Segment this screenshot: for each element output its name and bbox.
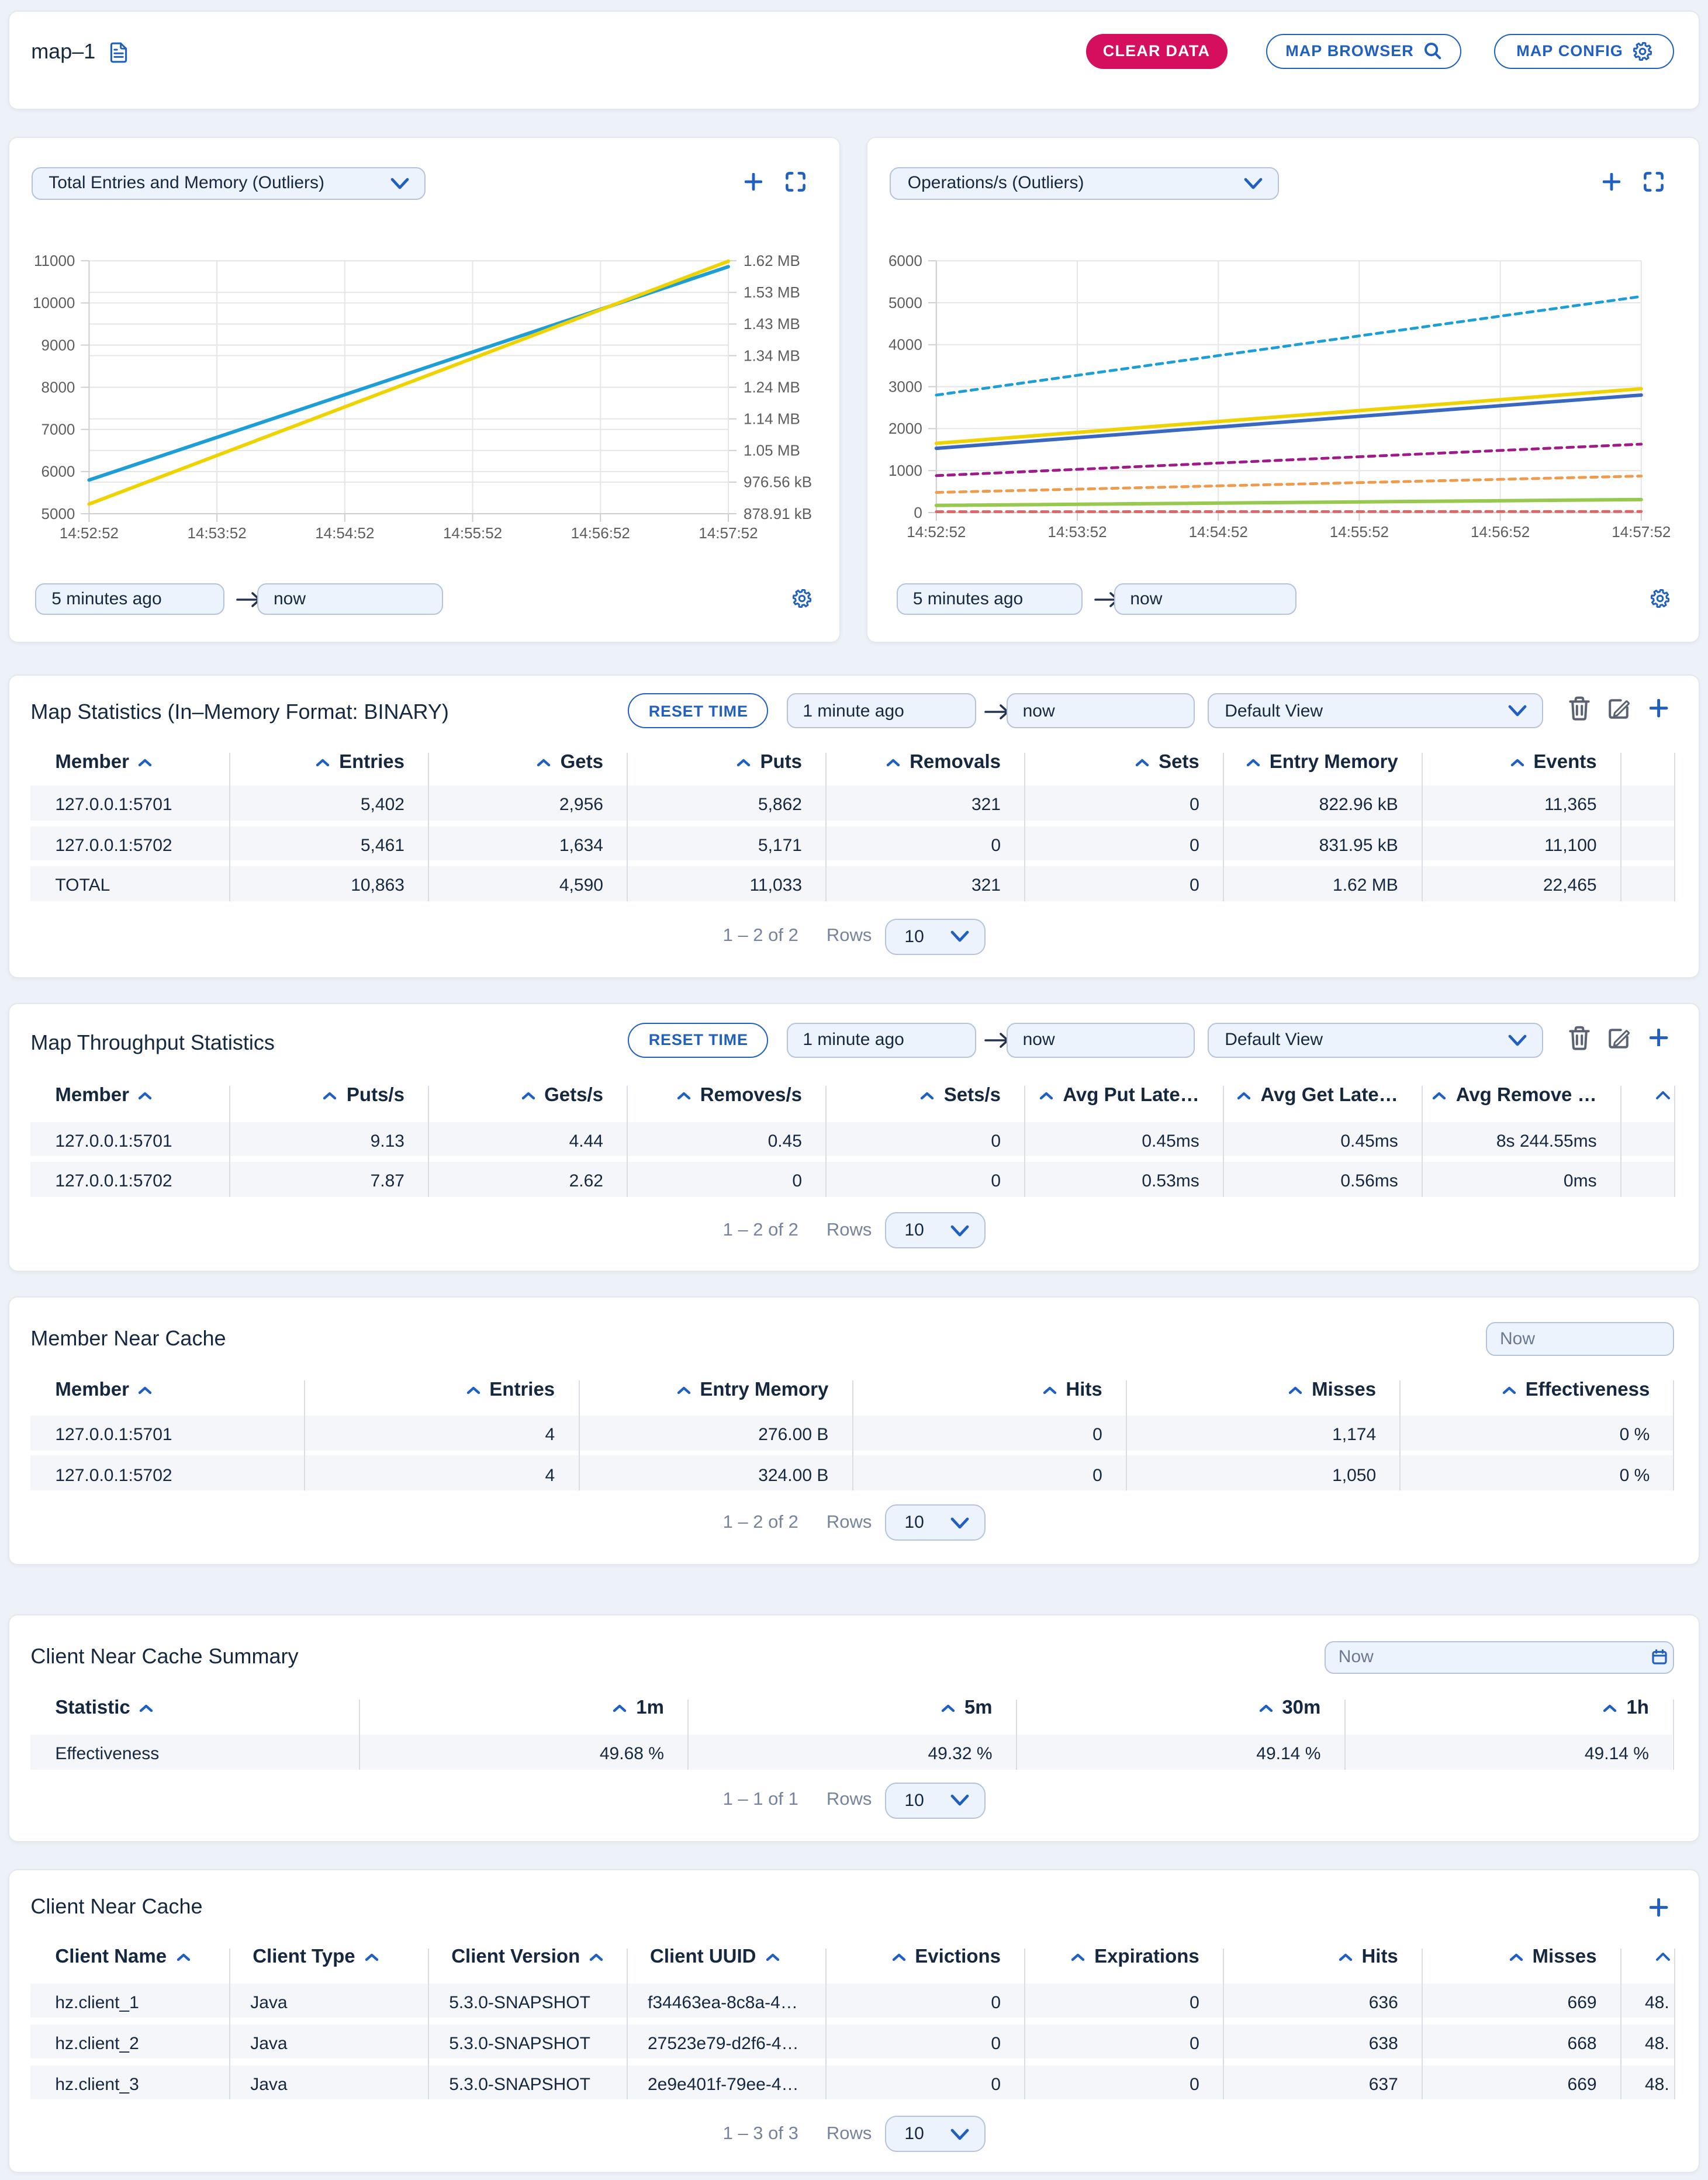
svg-text:14:53:52: 14:53:52	[188, 524, 247, 542]
svg-text:14:56:52: 14:56:52	[571, 524, 630, 542]
svg-text:4000: 4000	[888, 335, 922, 353]
svg-text:14:54:52: 14:54:52	[315, 524, 374, 542]
svg-text:14:57:52: 14:57:52	[1612, 523, 1671, 541]
svg-text:11000: 11000	[34, 252, 75, 269]
svg-text:1.62 MB: 1.62 MB	[744, 252, 800, 269]
svg-text:1.24 MB: 1.24 MB	[744, 378, 800, 396]
svg-text:1000: 1000	[888, 462, 922, 479]
svg-text:8000: 8000	[42, 378, 75, 396]
svg-text:10000: 10000	[33, 294, 75, 312]
svg-text:9000: 9000	[42, 336, 75, 354]
svg-text:14:53:52: 14:53:52	[1047, 523, 1107, 541]
svg-text:1.14 MB: 1.14 MB	[744, 410, 800, 427]
svg-text:2000: 2000	[888, 420, 922, 437]
svg-text:1.43 MB: 1.43 MB	[744, 315, 800, 333]
svg-text:976.56 kB: 976.56 kB	[744, 473, 812, 490]
svg-text:14:54:52: 14:54:52	[1189, 523, 1248, 541]
svg-text:7000: 7000	[42, 420, 75, 438]
svg-text:0: 0	[914, 503, 922, 521]
svg-text:5000: 5000	[888, 293, 922, 311]
svg-text:6000: 6000	[42, 462, 75, 480]
svg-text:3000: 3000	[888, 378, 922, 395]
svg-text:1.34 MB: 1.34 MB	[744, 347, 800, 364]
svg-text:14:57:52: 14:57:52	[699, 524, 758, 542]
svg-text:14:56:52: 14:56:52	[1471, 523, 1530, 541]
svg-text:1.05 MB: 1.05 MB	[744, 441, 800, 459]
svg-text:14:52:52: 14:52:52	[907, 523, 966, 541]
svg-text:1.53 MB: 1.53 MB	[744, 283, 800, 301]
svg-text:878.91 kB: 878.91 kB	[744, 504, 812, 522]
svg-text:6000: 6000	[888, 252, 922, 269]
svg-text:14:55:52: 14:55:52	[1330, 523, 1389, 541]
svg-text:14:52:52: 14:52:52	[60, 524, 119, 542]
svg-text:5000: 5000	[42, 504, 75, 522]
svg-text:14:55:52: 14:55:52	[443, 524, 502, 542]
